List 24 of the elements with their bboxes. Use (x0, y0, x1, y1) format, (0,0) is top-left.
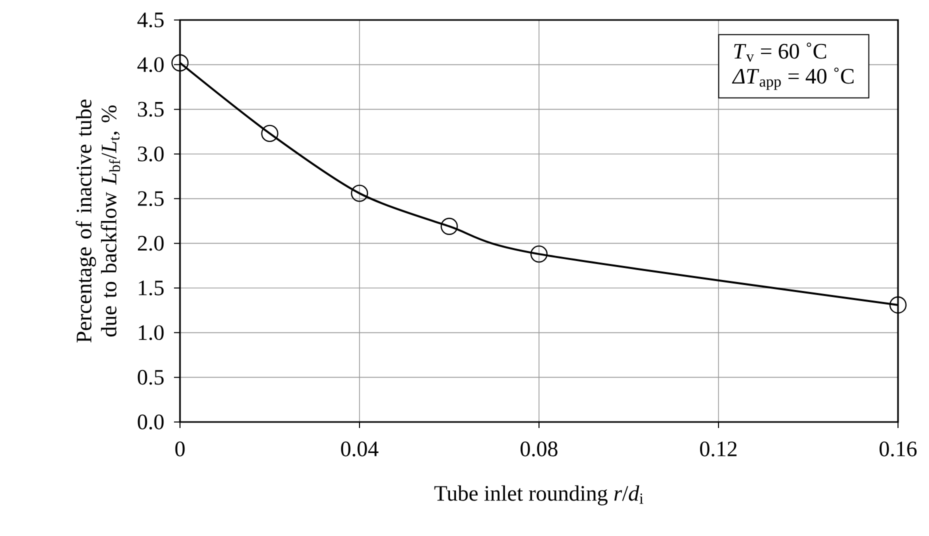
point (261, 124, 278, 142)
y-tick-label: 4.5 (137, 12, 164, 28)
y-tick-label: 3.0 (138, 146, 164, 162)
y-tick-label: 1.5 (138, 280, 164, 296)
y-tick-label: 0.0 (138, 414, 164, 430)
x-tick-label: 0.04 (341, 442, 378, 456)
point (889, 296, 907, 314)
y-tick-label: 2.5 (138, 191, 164, 206)
y-tick-label: 4.0 (137, 57, 164, 72)
x-tick-label: 0.16 (880, 442, 917, 456)
x-tick-label: 0.08 (520, 442, 558, 456)
point (440, 218, 458, 235)
x-tick-label: 0.12 (700, 442, 737, 456)
point (350, 184, 368, 202)
y-tick-label: 0.5 (138, 370, 164, 385)
annotation: T$_{v}$ = 60 ˚C (734, 42, 826, 62)
x-axis-title: Tube inlet rounding r/d$_{i}$ (434, 485, 644, 506)
y-tick-label: 2.0 (138, 236, 164, 251)
point (171, 54, 189, 72)
annotation: ΔT$_{app}$ = 40 ˚C (732, 68, 854, 90)
y-tick-label: 3.5 (138, 102, 164, 117)
point (530, 245, 548, 263)
x-tick-label: 0 (175, 442, 185, 456)
y-tick-label: 1.0 (138, 325, 164, 340)
